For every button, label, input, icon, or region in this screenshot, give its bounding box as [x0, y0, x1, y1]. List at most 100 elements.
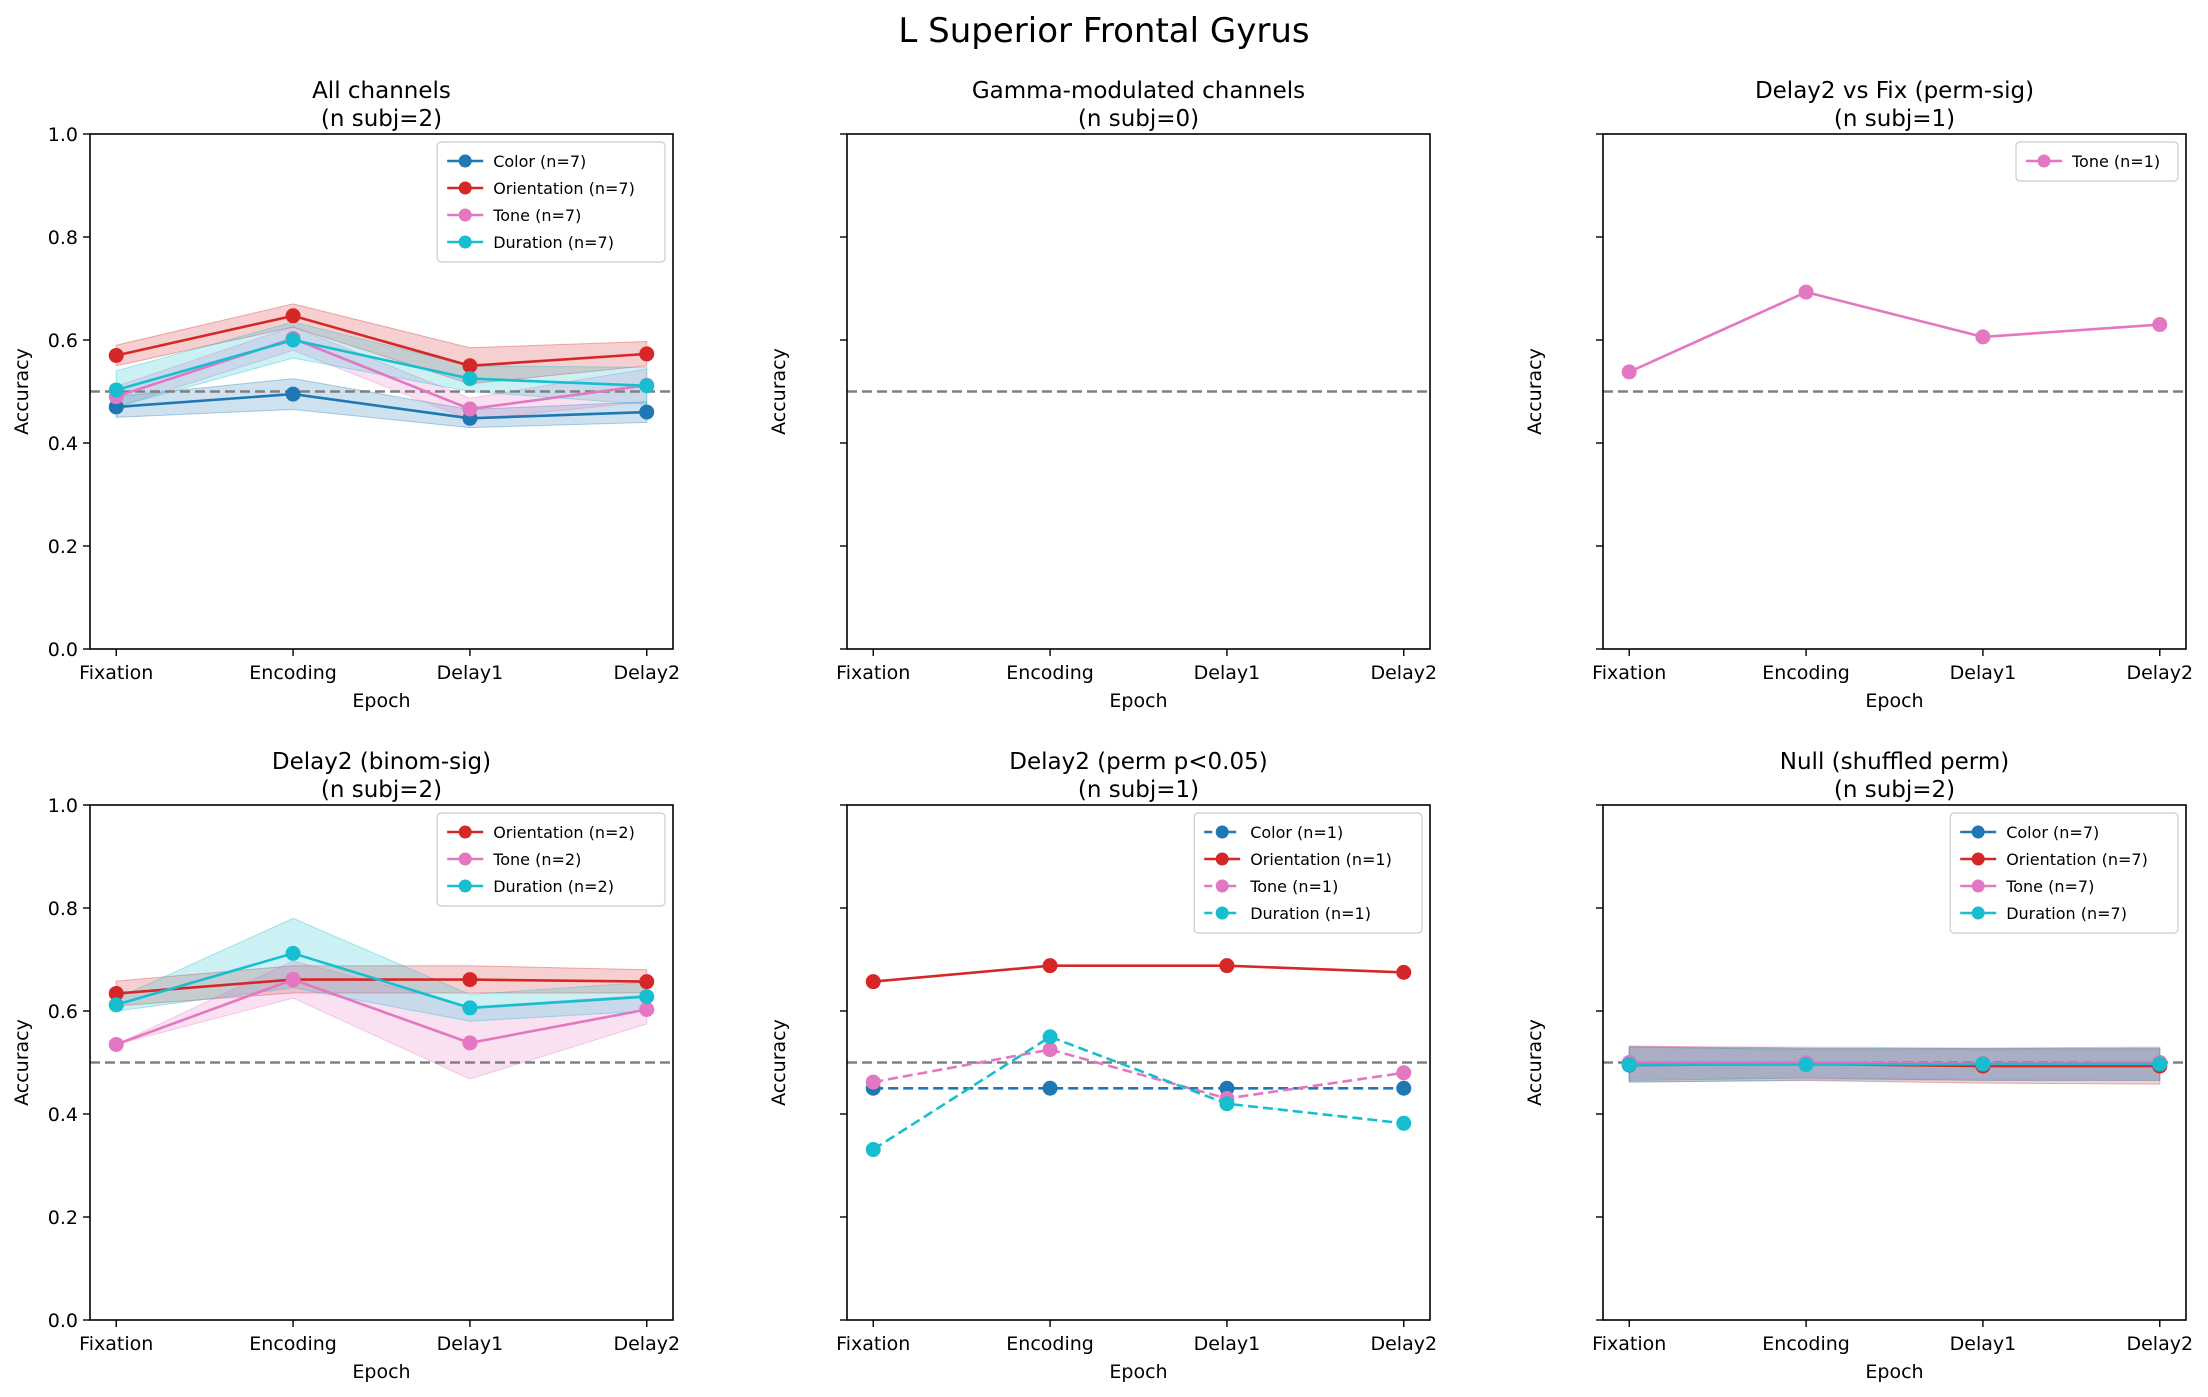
series-line-orientation — [873, 964, 1404, 983]
legend-box — [1949, 812, 2179, 934]
legend: Color (n=7) Orientation (n=7) Tone (n=7) Du… — [1949, 812, 2179, 934]
panel-title-line: (n subj=1) — [1834, 106, 1955, 132]
series-line-tone — [115, 337, 647, 411]
legend: Color (n=1) Orientation (n=1) Tone (n=1) Du… — [1193, 812, 1423, 934]
legend-entry: Duration (n=1) — [1250, 904, 1371, 923]
legend-entry: Tone (n=1) — [2071, 152, 2160, 171]
legend-marker — [458, 154, 472, 168]
data-point — [2152, 317, 2168, 333]
x-tick-label: Fixation — [79, 662, 153, 684]
legend-entry: Tone (n=2) — [492, 850, 581, 869]
data-point — [1042, 1042, 1058, 1058]
y-tick-label: 0.4 — [48, 1104, 78, 1126]
x-tick-label: Delay2 — [1370, 662, 1437, 684]
data-point — [1621, 364, 1637, 380]
data-point — [108, 985, 124, 1001]
data-point — [285, 386, 301, 402]
x-axis-label: Epoch — [1109, 1361, 1167, 1383]
data-point — [1042, 1029, 1058, 1045]
panel-title-line: Null (shuffled perm) — [1780, 749, 2009, 775]
x-tick-label: Fixation — [1592, 1333, 1666, 1355]
data-point — [639, 404, 655, 420]
y-axis-label: Accuracy — [11, 348, 33, 435]
legend-entry: Orientation (n=2) — [493, 823, 635, 842]
data-point — [285, 308, 301, 324]
x-tick-label: Delay2 — [2126, 1333, 2193, 1355]
panel-1: All channels(n subj=2) 0.0 0.2 0.4 0.6 0.8 1.0… — [11, 78, 680, 712]
panel-title-line: Gamma-modulated channels — [972, 78, 1305, 104]
data-point — [865, 974, 881, 990]
panel-title-line: Delay2 (perm p<0.05) — [1009, 749, 1267, 775]
x-tick-label: Delay1 — [437, 662, 504, 684]
y-tick-label: 0.6 — [48, 330, 78, 352]
data-point — [285, 332, 301, 348]
axes-frame — [89, 804, 674, 1321]
data-point — [1042, 958, 1058, 974]
data-point — [462, 972, 478, 988]
x-tick-label: Delay2 — [613, 1333, 680, 1355]
y-tick-label: 1.0 — [48, 124, 78, 146]
legend-entry: Orientation (n=1) — [1250, 850, 1392, 869]
y-tick-label: 0.8 — [48, 227, 78, 249]
y-tick-label: 0.6 — [48, 1001, 78, 1023]
x-tick-label: Encoding — [249, 662, 337, 684]
y-tick-label: 0.2 — [48, 1207, 78, 1229]
legend-marker — [1215, 852, 1229, 866]
legend-entry: Color (n=7) — [493, 152, 586, 171]
panel-title-line: (n subj=2) — [1834, 777, 1955, 803]
data-point — [108, 382, 124, 398]
panel-title-line: Delay2 (binom-sig) — [272, 749, 491, 775]
legend: Color (n=7) Orientation (n=7) Tone (n=7) Du… — [436, 141, 666, 263]
x-tick-label: Delay1 — [1950, 1333, 2017, 1355]
legend-box — [1193, 812, 1423, 934]
series-line-tone — [872, 1048, 1404, 1100]
legend-marker — [2037, 154, 2051, 168]
y-tick-label: 1.0 — [48, 795, 78, 817]
x-axis-label: Epoch — [1865, 1361, 1923, 1383]
legend-marker — [1971, 906, 1985, 920]
panel-title-line: (n subj=2) — [321, 777, 442, 803]
series-line-color — [116, 392, 647, 420]
y-tick-label: 0.8 — [48, 898, 78, 920]
x-axis-label: Epoch — [1865, 690, 1923, 712]
x-tick-label: Fixation — [1592, 662, 1666, 684]
figure-title: L Superior Frontal Gyrus — [898, 11, 1309, 51]
legend-entry: Duration (n=2) — [493, 877, 614, 896]
y-tick-label: 0.2 — [48, 536, 78, 558]
panel-2: Gamma-modulated channels(n subj=0) Fixati… — [768, 78, 1437, 712]
x-tick-label: Delay1 — [1194, 662, 1261, 684]
data-point — [639, 989, 655, 1005]
legend-marker — [1971, 825, 1985, 839]
legend-marker — [458, 235, 472, 249]
data-point — [1219, 958, 1235, 974]
x-axis-label: Epoch — [352, 690, 410, 712]
error-band-duration — [115, 321, 648, 408]
series-line-tone — [1628, 290, 2160, 374]
y-tick-label: 0.0 — [48, 1310, 78, 1332]
series-line-duration — [872, 1035, 1404, 1151]
data-point — [2152, 1056, 2168, 1072]
panel-title-line: Delay2 vs Fix (perm-sig) — [1755, 78, 2034, 104]
x-tick-label: Delay2 — [613, 662, 680, 684]
series-line-duration — [115, 338, 647, 392]
legend-marker — [458, 825, 472, 839]
legend-marker — [458, 208, 472, 222]
data-point — [1975, 329, 1991, 345]
panel-4: Delay2 (binom-sig)(n subj=2) 0.0 0.2 0.4 0.6… — [11, 749, 680, 1383]
data-point — [462, 1000, 478, 1016]
legend: Tone (n=1) — [2015, 141, 2179, 182]
x-axis-label: Epoch — [352, 1361, 410, 1383]
data-point — [1975, 1056, 1991, 1072]
x-axis-label: Epoch — [1109, 690, 1167, 712]
panel-title-line: (n subj=2) — [321, 106, 442, 132]
data-point — [108, 399, 124, 415]
series-line-duration — [1629, 1062, 2160, 1066]
x-tick-label: Encoding — [1006, 662, 1094, 684]
y-axis-label: Accuracy — [768, 1019, 790, 1106]
legend-entry: Orientation (n=7) — [2006, 850, 2148, 869]
data-point — [1396, 1065, 1412, 1081]
x-tick-label: Fixation — [836, 1333, 910, 1355]
series-line-duration — [115, 951, 647, 1010]
legend-marker — [1971, 879, 1985, 893]
data-point — [462, 401, 478, 417]
